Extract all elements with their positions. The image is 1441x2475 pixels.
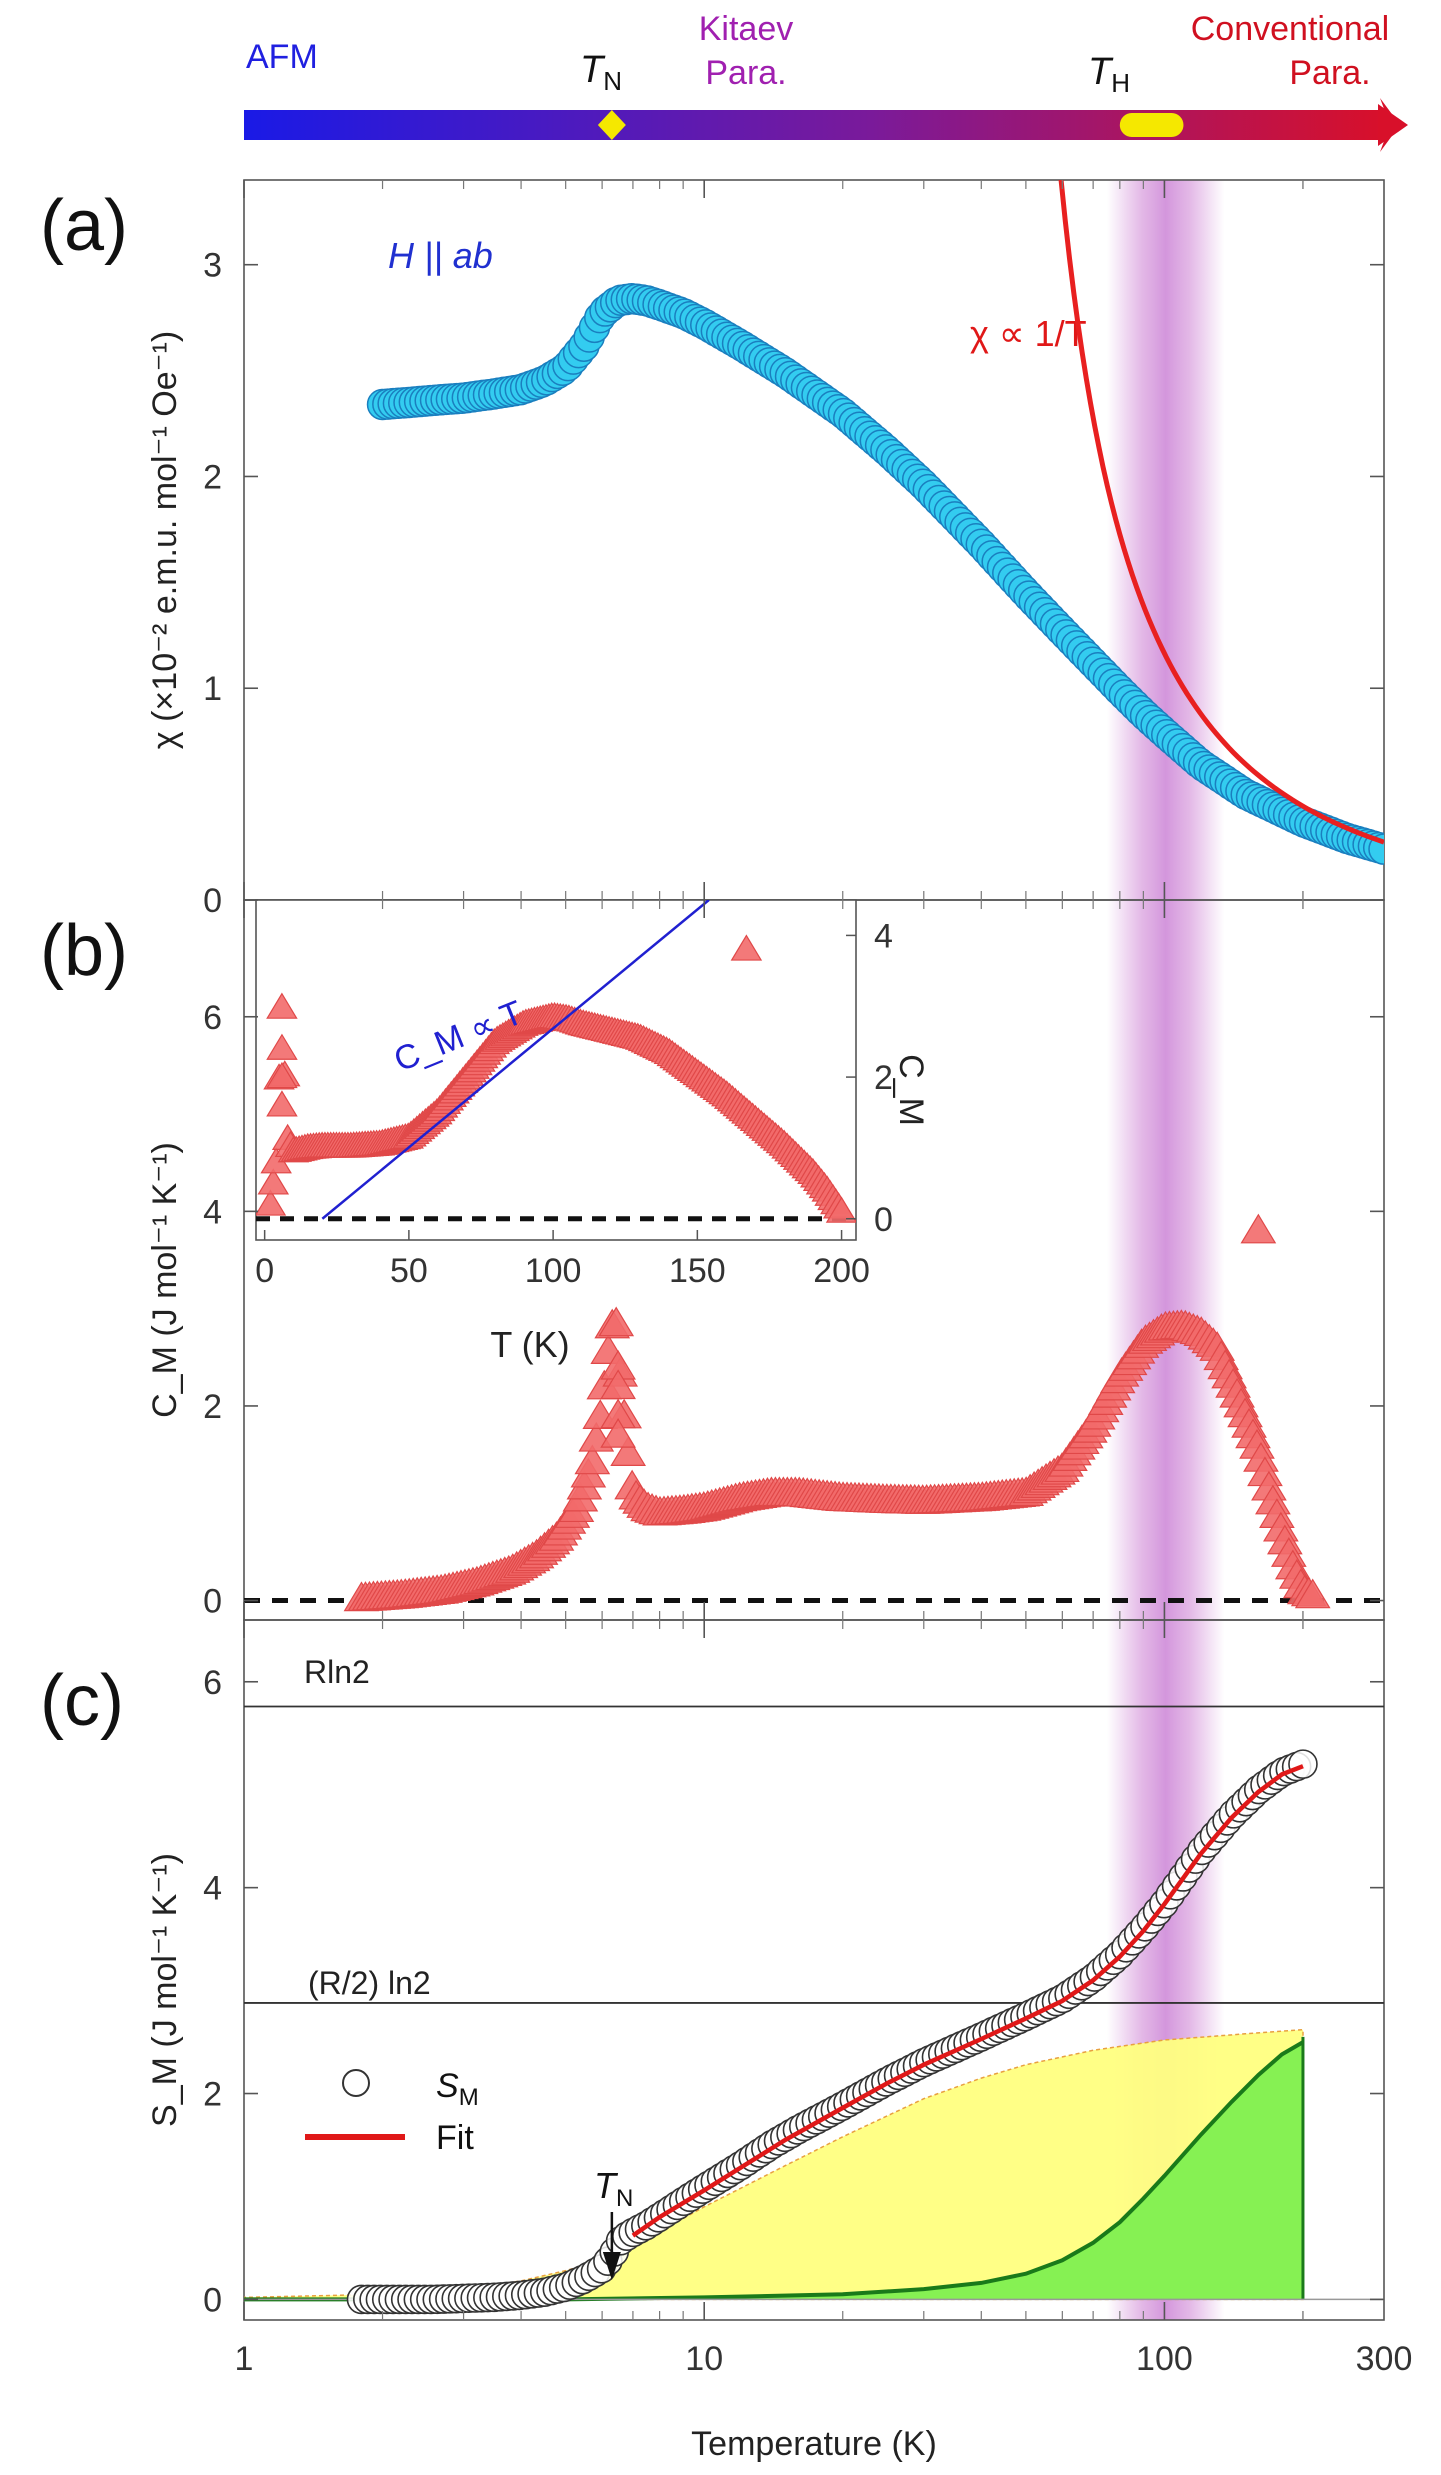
panel-a-ylabel: χ (×10⁻² e.m.u. mol⁻¹ Oe⁻¹) [146, 331, 184, 749]
conventional-label-line2: Para. [1289, 54, 1370, 92]
panel-c-frame [243, 1619, 1385, 2321]
tn-label-sub: N [603, 66, 622, 96]
kitaev-label-line2: Para. [705, 54, 786, 92]
panel-a-ytick-label: 1 [203, 670, 222, 708]
panel-c-ylabel: S_M (J mol⁻¹ K⁻¹) [146, 1853, 184, 2127]
panel-a-field-annotation: H || ab [388, 235, 493, 276]
phase-colorbar: AFM TN Kitaev Para. TH Conventional Para… [244, 10, 1408, 152]
th-label-sub: H [1111, 68, 1130, 98]
green-entropy-area [244, 2042, 1303, 2300]
tn-diamond-marker [597, 110, 626, 140]
rln2-label: Rln2 [304, 1654, 370, 1690]
green-entropy-curve [244, 2040, 1305, 2302]
panel-a-fit-label: χ ∝ 1/T [970, 313, 1087, 354]
panel-c-ytick-label: 4 [203, 1870, 222, 1908]
tn-annotation: TN [594, 2165, 633, 2280]
panel-c-plot [244, 1705, 1384, 2315]
kitaev-label-line1: Kitaev [699, 10, 794, 48]
sm-point [1288, 1749, 1318, 1779]
th-label-T: T [1088, 51, 1114, 93]
panel-b-ytick-label: 0 [203, 1583, 222, 1621]
cm-peak-point [600, 1417, 636, 1448]
colorbar-body [244, 110, 1384, 140]
panel-c-ytick-label: 2 [203, 2076, 222, 2114]
tn-annotation-T: T [594, 2165, 619, 2206]
inset-outlier-point [730, 934, 763, 961]
inset-ytick-label: 4 [874, 917, 893, 955]
panel-a-ytick-label: 2 [203, 458, 222, 496]
legend-fit-label: Fit [436, 2119, 474, 2157]
cm-point [1294, 1578, 1331, 1609]
inset-cm-point [256, 1189, 287, 1216]
panel-a-ytick-label: 0 [203, 882, 222, 920]
panel-c-ytick-label: 6 [203, 1664, 222, 1702]
panel-b-ytick-label: 6 [203, 999, 222, 1037]
x-axis-label: Temperature (K) [691, 2425, 937, 2463]
panel-a-plot [366, 180, 1384, 865]
inset-xlabel: T (K) [490, 1324, 569, 1365]
inset-peak-point [266, 1033, 298, 1060]
tn-label: TN [580, 49, 622, 96]
th-label: TH [1088, 51, 1130, 98]
panel-c-ytick-label: 0 [203, 2281, 222, 2319]
tn-arrow-head [602, 2252, 621, 2280]
inset-ylabel: C_M [892, 1054, 930, 1126]
panel-c-letter: (c) [40, 1661, 124, 1741]
inset-plot-area [256, 900, 856, 1223]
tn-annotation-sub: N [616, 2185, 633, 2212]
inset-frame [255, 899, 857, 1241]
cm-outlier-point [1240, 1213, 1277, 1244]
panel-b-ytick-label: 4 [203, 1193, 222, 1231]
cm-point [598, 1306, 635, 1337]
panel-c-legend: SM Fit [305, 2067, 479, 2157]
conventional-label-line1: Conventional [1191, 10, 1389, 48]
x-tick-label: 10 [685, 2340, 723, 2378]
inset-cm-point [257, 1168, 290, 1195]
cm-peak-point [600, 1369, 636, 1400]
half-rln2-label: (R/2) ln2 [308, 1965, 431, 2001]
cm-point [574, 1444, 611, 1475]
tn-label-T: T [580, 49, 606, 91]
panel-b-plot [244, 1213, 1384, 1612]
x-tick-label: 300 [1356, 2340, 1413, 2378]
inset-xtick-label: 150 [669, 1252, 726, 1290]
tn-diamond [597, 110, 626, 140]
th-range-marker [1119, 113, 1184, 137]
inset-cm-point [825, 1196, 856, 1223]
panel-b-ylabel: C_M (J mol⁻¹ K⁻¹) [146, 1142, 184, 1418]
legend-sm-marker [342, 2069, 370, 2097]
tn-annotation-label: TN [594, 2165, 633, 2212]
chi-1-over-t-fit-line [1058, 180, 1384, 845]
legend-sm-label: SM [436, 2067, 479, 2111]
crossover-shaded-band [1106, 180, 1225, 2320]
panel-a-letter: (a) [40, 186, 128, 266]
inset-xtick-label: 100 [525, 1252, 582, 1290]
inset-xtick-label: 0 [255, 1252, 274, 1290]
inset-cm-point [266, 992, 298, 1019]
inset-ytick-label: 2 [874, 1059, 893, 1097]
panel-a-ytick-label: 3 [203, 247, 222, 285]
colorbar-arrowhead-body [1378, 104, 1408, 146]
x-tick-label: 1 [235, 2340, 254, 2378]
legend-sm-text: S [436, 2067, 459, 2105]
inset-xtick-label: 200 [813, 1252, 870, 1290]
inset-peak-point [266, 1061, 298, 1089]
inset-xtick-label: 50 [390, 1252, 428, 1290]
panel-b-ytick-label: 2 [203, 1388, 222, 1426]
cm-point [610, 1436, 647, 1466]
panel-b-letter: (b) [40, 911, 128, 991]
inset-peak-point [266, 1090, 298, 1117]
inset-ytick-label: 0 [874, 1201, 893, 1239]
inset-linear-fit-line [321, 900, 710, 1220]
sm-fit-line [631, 1764, 1304, 2238]
x-tick-label: 100 [1136, 2340, 1193, 2378]
afm-label: AFM [246, 38, 318, 76]
legend-sm-sub: M [459, 2084, 479, 2111]
th-bar [1119, 113, 1184, 137]
